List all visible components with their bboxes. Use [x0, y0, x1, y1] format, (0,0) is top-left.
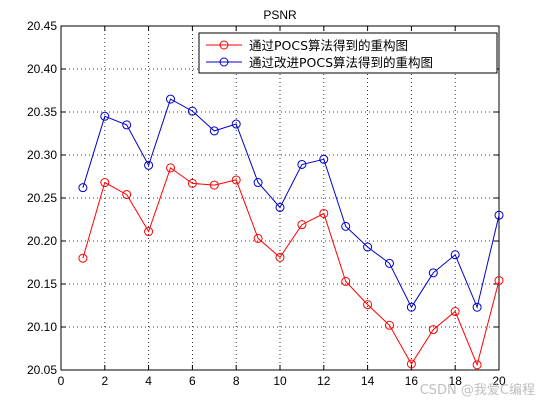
series-line-improved-pocs	[82, 98, 500, 309]
data-point-pocs	[297, 220, 307, 230]
data-point-improved-pocs	[78, 183, 88, 193]
data-point-pocs	[450, 307, 460, 317]
data-point-pocs	[341, 276, 351, 286]
legend-label-pocs: 通过POCS算法得到的重构图	[249, 38, 408, 53]
y-tick-label: 20.10	[27, 320, 57, 334]
data-point-improved-pocs	[209, 126, 219, 136]
data-point-pocs	[253, 233, 263, 243]
series-pocs	[78, 163, 504, 370]
x-tick-label: 0	[58, 374, 65, 388]
x-tick-label: 6	[189, 374, 196, 388]
series-line-pocs	[82, 167, 500, 367]
data-point-improved-pocs	[231, 119, 241, 129]
x-tick-label: 2	[101, 374, 108, 388]
y-tick-label: 20.25	[27, 191, 57, 205]
x-tick-label: 12	[317, 374, 331, 388]
x-tick-label: 16	[405, 374, 419, 388]
x-tick-label: 10	[273, 374, 287, 388]
data-point-pocs	[494, 276, 504, 286]
data-point-pocs	[363, 300, 373, 310]
data-point-pocs	[319, 208, 329, 218]
data-point-improved-pocs	[297, 159, 307, 169]
data-point-improved-pocs	[472, 302, 482, 312]
data-point-pocs	[385, 320, 394, 330]
y-tick-label: 20.40	[27, 62, 57, 76]
x-tick-label: 8	[233, 374, 240, 388]
x-tick-label: 4	[145, 374, 152, 388]
y-tick-label: 20.35	[27, 105, 57, 119]
data-point-improved-pocs	[385, 258, 394, 268]
data-point-improved-pocs	[494, 210, 504, 220]
x-tick-label: 14	[361, 374, 375, 388]
grid-lines	[61, 26, 499, 370]
data-point-improved-pocs	[406, 302, 416, 312]
data-point-improved-pocs	[144, 160, 154, 170]
x-tick-label: 18	[449, 374, 463, 388]
data-point-pocs	[144, 227, 154, 237]
y-tick-label: 20.45	[27, 19, 57, 33]
data-point-improved-pocs	[319, 154, 329, 164]
data-point-pocs	[406, 359, 416, 369]
legend-label-improved-pocs: 通过改进POCS算法得到的重构图	[249, 55, 433, 70]
data-series	[78, 94, 504, 370]
data-point-improved-pocs	[122, 120, 132, 130]
data-point-pocs	[166, 163, 175, 173]
legend-marker-improved-pocs	[219, 57, 229, 67]
data-point-improved-pocs	[187, 106, 197, 116]
data-point-improved-pocs	[363, 242, 373, 252]
legend-marker-pocs	[219, 40, 229, 50]
data-point-improved-pocs	[100, 111, 110, 121]
legend: 通过POCS算法得到的重构图 通过改进POCS算法得到的重构图	[198, 32, 498, 74]
watermark: CSDN @我爱C编程	[420, 383, 535, 398]
series-improved-pocs	[78, 94, 504, 312]
legend-box	[198, 32, 498, 74]
data-point-pocs	[472, 360, 482, 370]
chart-title: PSNR	[263, 8, 297, 22]
data-point-pocs	[187, 178, 197, 188]
data-point-pocs	[100, 178, 110, 188]
data-point-pocs	[231, 175, 241, 185]
x-tick-label: 20	[492, 374, 506, 388]
data-point-improved-pocs	[428, 268, 438, 278]
data-point-pocs	[428, 325, 438, 335]
y-tick-label: 20.05	[27, 363, 57, 377]
y-tick-label: 20.20	[27, 234, 57, 248]
data-point-pocs	[78, 253, 88, 263]
y-tick-label: 20.30	[27, 148, 57, 162]
data-point-pocs	[209, 180, 219, 190]
data-point-improved-pocs	[341, 221, 351, 231]
data-point-improved-pocs	[166, 94, 175, 104]
y-axis-tick-labels: 20.05 20.10 20.15 20.20 20.25 20.30 20.35 20.40…	[27, 19, 57, 377]
data-point-pocs	[275, 252, 285, 262]
x-axis-tick-labels: 0 2 4 6 8 10 12 14 16 18 20	[58, 374, 506, 388]
y-tick-label: 20.15	[27, 277, 57, 291]
data-point-pocs	[122, 190, 132, 200]
data-point-improved-pocs	[253, 178, 263, 188]
data-point-improved-pocs	[275, 202, 285, 212]
data-point-improved-pocs	[450, 250, 460, 260]
